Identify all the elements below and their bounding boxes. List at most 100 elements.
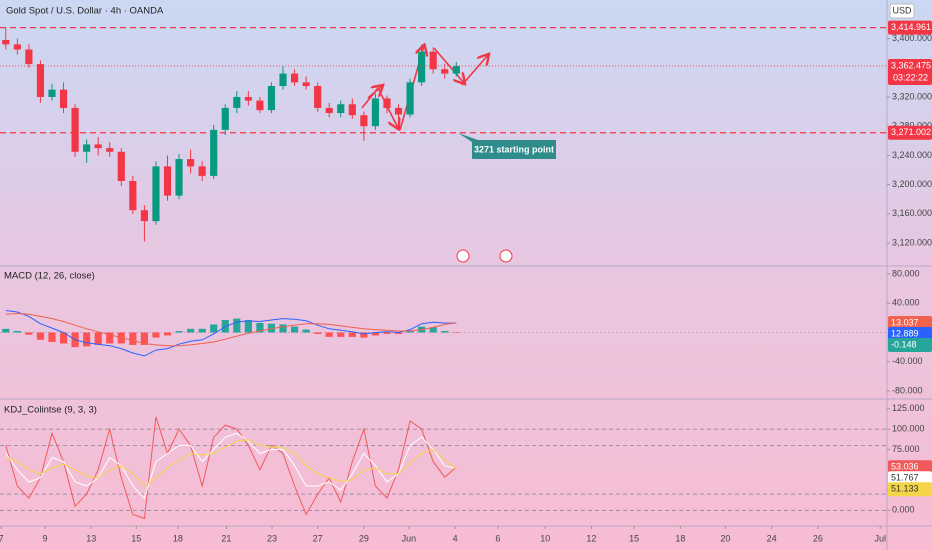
histogram-bar [187,328,195,333]
histogram-bar [163,332,172,336]
histogram-bar [302,329,310,333]
candle-body [210,129,218,176]
y-tick-label: 40.000 [892,298,920,308]
y-tick-label: 3,280.000 [892,121,932,131]
candle-body [371,98,380,127]
histogram-bar [140,332,148,345]
y-tick-label: 0.000 [892,505,915,515]
price-label: 12.889 [891,328,919,338]
price-label: -0.148 [891,339,917,349]
countdown: 03:22:22 [893,72,928,82]
histogram-bar [83,332,91,347]
candle-body [290,73,299,83]
x-tick-label: 12 [586,533,596,543]
candle-body [325,107,333,114]
candle-body [48,89,56,97]
x-tick-label: 13 [86,533,96,543]
price-label-box [888,326,932,341]
price-label-box [888,460,932,475]
candle-body [314,86,322,108]
candle-body [83,144,91,152]
histogram-bar [244,320,252,333]
price-label-box [888,482,932,497]
price-label-box [888,125,932,140]
histogram-bar [383,332,391,334]
candle-body [383,98,391,108]
annotation-box[interactable] [458,133,556,159]
candle-body [94,144,102,149]
candle-body [129,180,137,211]
candle-body [394,107,403,115]
candle-body [2,39,10,45]
candle-body [25,49,33,65]
candle-body [140,210,148,222]
drawn-arrow [367,86,382,99]
y-tick-label: -40.000 [892,356,923,366]
candle-body [279,73,287,87]
price-label: 3,414.961 [891,22,931,32]
candle-body [267,86,276,111]
x-tick-label: 9 [43,533,48,543]
event-icon[interactable] [456,249,470,263]
price-label: 53.036 [891,462,919,472]
y-tick-label: 75.000 [892,444,920,454]
price-label-box [888,337,932,352]
histogram-bar [2,328,10,333]
event-icons[interactable] [456,249,513,263]
histogram-bar [13,331,21,333]
y-tick-label: 3,200.000 [892,179,932,189]
currency-box[interactable] [889,3,915,19]
candle-body [36,64,45,97]
price-label-box [888,471,932,486]
y-tick-label: 3,120.000 [892,237,932,247]
candle-body [117,151,125,181]
candle-body [233,96,241,108]
histogram-bar [267,323,276,333]
y-tick-label: 3,400.000 [892,33,932,43]
x-tick-label: 18 [173,533,183,543]
candle-body [406,82,414,115]
x-tick-label: 15 [131,533,141,543]
x-tick-label: 10 [540,533,550,543]
price-label: 13.037 [891,317,919,327]
histogram-bar [48,332,56,343]
indicator-line [5,439,457,487]
histogram-bar [441,331,449,333]
histogram-bar [210,324,218,333]
kdj-title: KDJ_Colintse (9, 3, 3) [4,405,97,416]
x-tick-label: 7 [0,533,4,543]
x-tick-label: 20 [720,533,730,543]
histogram-bar [198,328,206,333]
y-tick-label: 3,160.000 [892,208,932,218]
event-icon[interactable] [499,249,513,263]
candle-body [187,159,195,167]
x-tick-label: Jul [874,533,886,543]
x-tick-label: 29 [359,533,369,543]
candle-body [360,115,368,127]
histogram-bar [290,326,299,333]
histogram-bar [452,332,460,333]
x-tick-label: 21 [221,533,231,543]
histogram-bar [94,332,102,345]
candle-body [337,104,345,114]
macd-title: MACD (12, 26, close) [4,271,95,282]
histogram-bar [279,324,287,333]
y-tick-label: 3,240.000 [892,150,932,160]
x-tick-label: Jun [402,533,417,543]
x-tick-label: 15 [629,533,639,543]
candle-body [59,89,68,108]
histogram-bar [233,318,241,333]
histogram-bar [360,332,368,338]
x-tick-label: 4 [453,533,458,543]
indicator-line [5,432,457,500]
histogram-bar [152,332,160,338]
histogram-bar [59,332,68,344]
histogram-bar [175,331,183,333]
price-label: 51.767 [891,473,919,483]
candle-body [418,51,426,83]
histogram-bar [36,332,45,340]
histogram-bar [25,332,33,335]
candle-body [302,82,310,87]
